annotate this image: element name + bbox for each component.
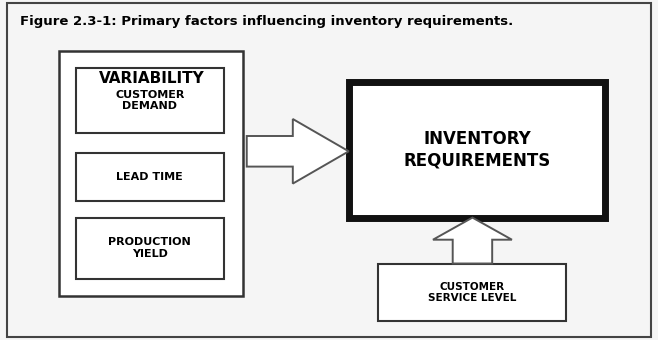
- Text: LEAD TIME: LEAD TIME: [116, 172, 183, 182]
- Text: PRODUCTION
YIELD: PRODUCTION YIELD: [109, 237, 191, 259]
- Polygon shape: [247, 119, 349, 184]
- Text: VARIABILITY: VARIABILITY: [99, 71, 204, 86]
- Bar: [76, 218, 224, 279]
- Text: Figure 2.3-1: Primary factors influencing inventory requirements.: Figure 2.3-1: Primary factors influencin…: [20, 15, 513, 28]
- Bar: [76, 153, 224, 201]
- Text: CUSTOMER
SERVICE LEVEL: CUSTOMER SERVICE LEVEL: [428, 282, 517, 303]
- Text: CUSTOMER
DEMAND: CUSTOMER DEMAND: [115, 89, 184, 111]
- Bar: [76, 68, 224, 133]
- Bar: [378, 264, 566, 321]
- Bar: [349, 82, 605, 218]
- Polygon shape: [433, 218, 512, 264]
- Bar: [59, 51, 243, 296]
- Text: INVENTORY
REQUIREMENTS: INVENTORY REQUIREMENTS: [403, 130, 551, 169]
